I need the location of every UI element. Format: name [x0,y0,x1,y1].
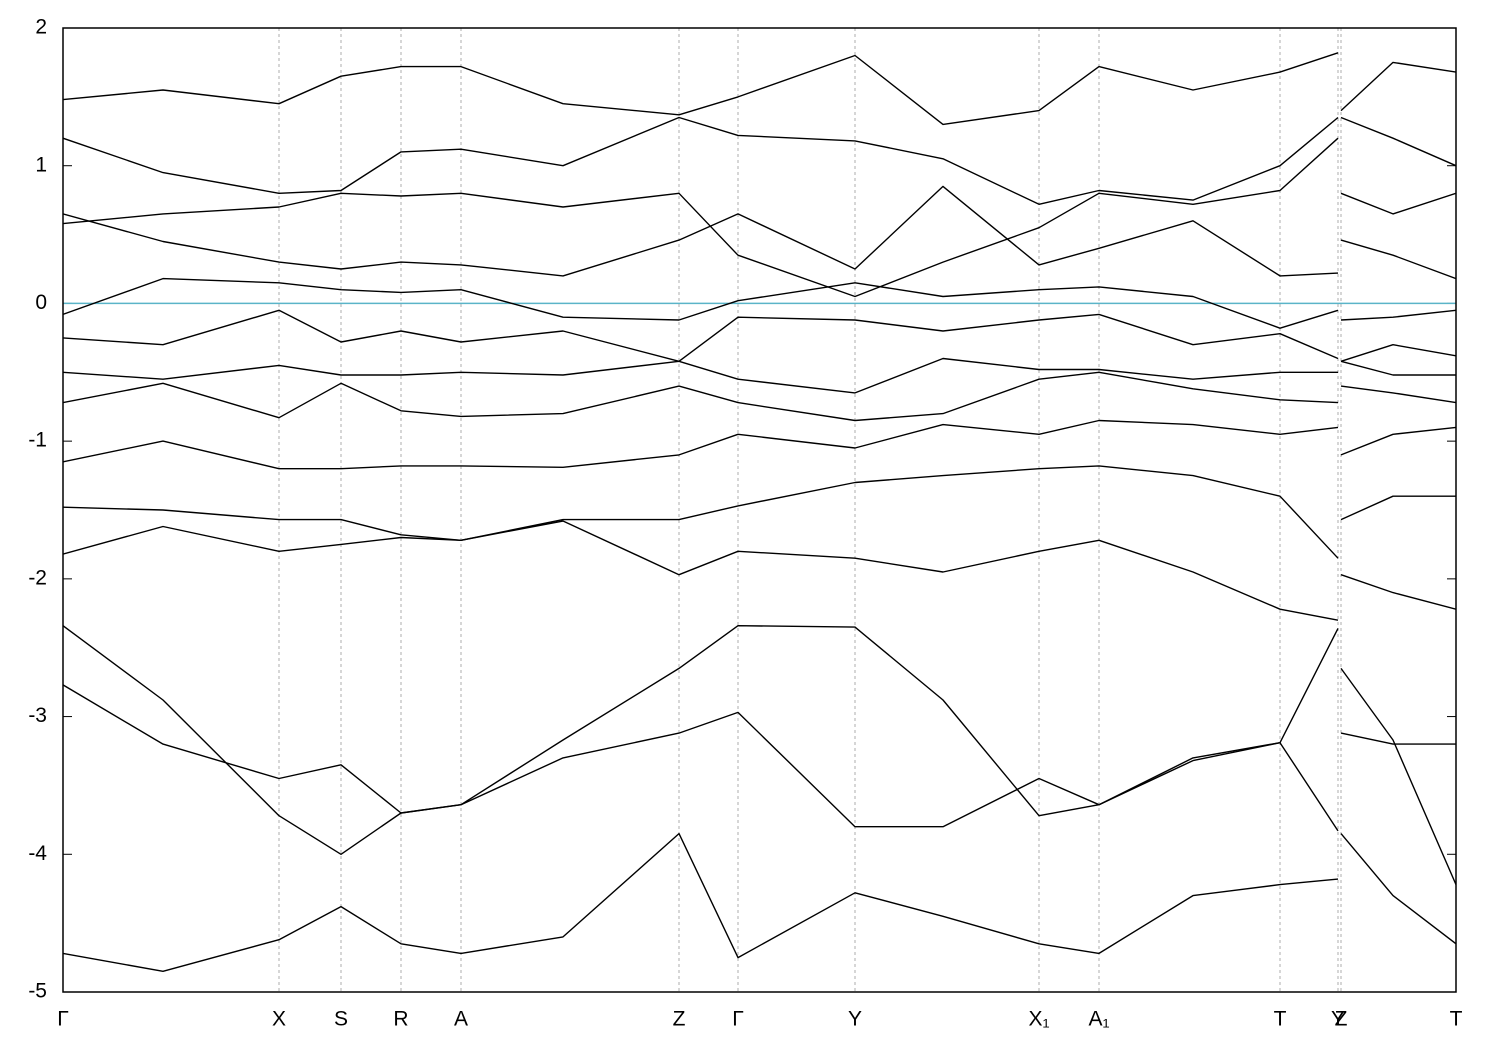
band-line [63,277,1456,329]
x-tick-label: Γ [57,1008,69,1031]
y-tick-label: 1 [35,153,47,176]
band-line [63,309,1456,362]
x-tick-label: Y [1331,1008,1345,1031]
y-tick-label: 0 [35,291,47,314]
y-tick-label: -3 [28,704,47,727]
band-line [63,371,1456,422]
x-tick-label: T [1274,1008,1287,1031]
x-tick-label: X [272,1008,286,1031]
x-tick-label: Γ [732,1008,744,1031]
x-tick-label: Z [673,1008,686,1031]
band-line [63,520,1456,621]
band-line [63,465,1456,559]
band-line [63,684,1456,832]
y-tick-label: -2 [28,566,47,589]
x-tick-label: X₁ [1028,1008,1049,1031]
band-line [63,419,1456,470]
band-line [63,116,1456,205]
x-tick-label: A [454,1008,468,1031]
x-tick-label: S [334,1008,348,1031]
y-tick-label: -5 [28,980,47,1003]
y-tick-label: -1 [28,429,47,452]
band-line [63,185,1456,280]
band-line [63,832,1456,972]
y-tick-label: -4 [28,842,47,865]
band-line [63,137,1456,298]
plot-frame [62,27,1457,993]
x-tick-label: T [1450,1008,1463,1031]
x-tick-label: R [393,1008,408,1031]
band-line [63,357,1456,394]
y-tick-label: 2 [35,16,47,39]
band-line [63,625,1456,885]
x-tick-label: Y [848,1008,862,1031]
band-line [63,52,1456,126]
bands [63,52,1456,972]
grid [62,27,1457,993]
x-tick-label: Z [1335,1008,1348,1031]
x-tick-label: A₁ [1088,1008,1109,1031]
